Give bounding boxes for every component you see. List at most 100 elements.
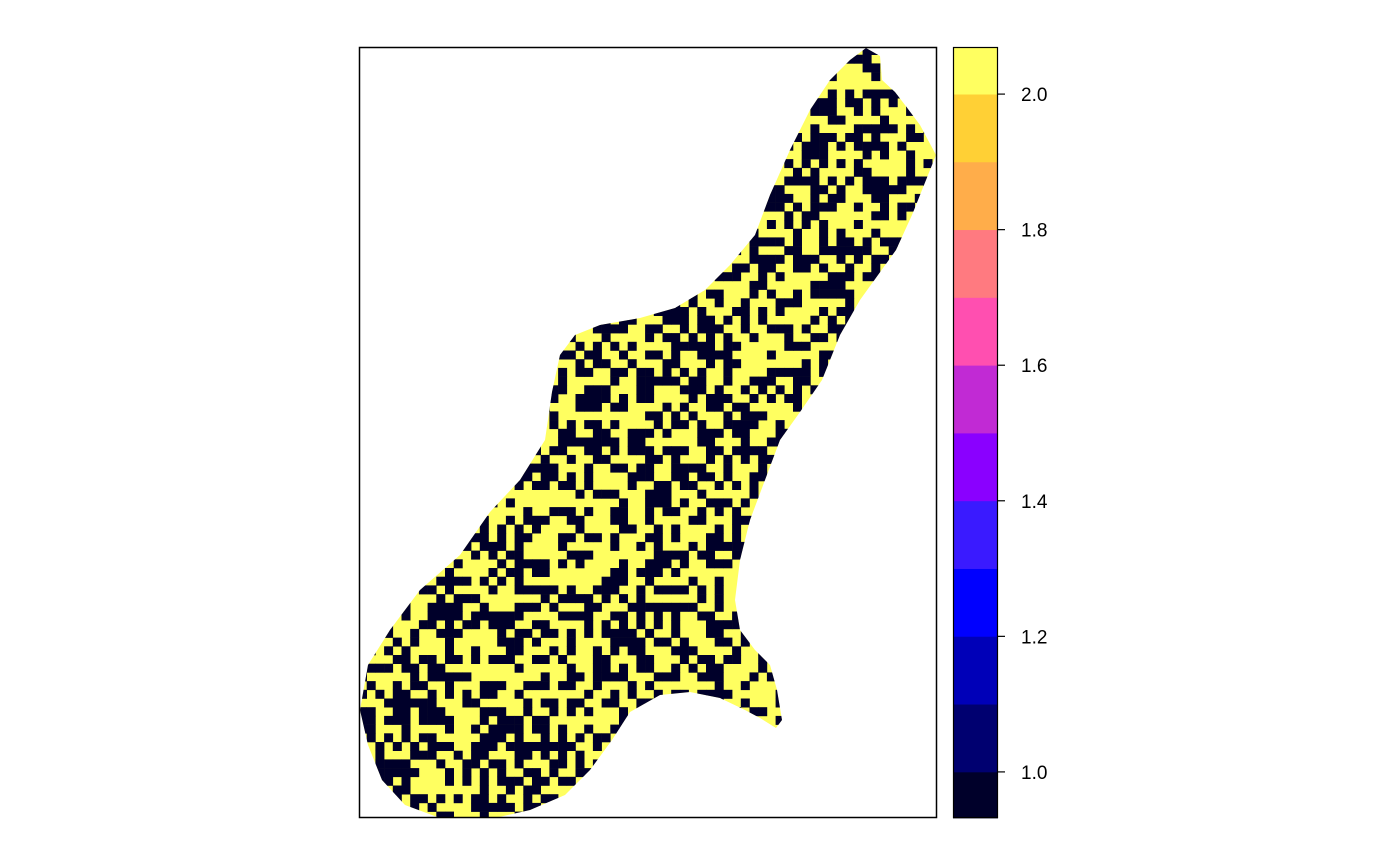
raster-cell	[671, 307, 681, 316]
raster-cell	[532, 446, 541, 456]
raster-cell	[888, 185, 898, 195]
raster-cell	[505, 568, 515, 577]
raster-cell	[436, 672, 446, 682]
raster-cell	[671, 550, 681, 560]
raster-cell	[427, 446, 437, 456]
raster-cell	[540, 237, 550, 247]
raster-cell	[862, 489, 872, 499]
raster-cell	[497, 307, 507, 316]
raster-cell	[758, 54, 768, 64]
raster-cell	[401, 176, 411, 186]
raster-cell	[819, 350, 829, 360]
raster-cell	[714, 637, 724, 647]
raster-cell	[836, 463, 846, 473]
raster-cell	[836, 498, 846, 508]
raster-cell	[427, 489, 437, 499]
raster-cell	[592, 646, 602, 656]
raster-cell	[688, 124, 698, 134]
raster-cell	[897, 333, 907, 343]
raster-cell	[723, 315, 733, 325]
raster-cell	[853, 202, 863, 212]
raster-cell	[758, 150, 768, 160]
raster-cell	[488, 585, 498, 595]
raster-cell	[514, 759, 524, 769]
raster-cell	[601, 576, 611, 586]
raster-cell	[418, 489, 428, 499]
raster-cell	[714, 533, 724, 543]
raster-cell	[810, 785, 820, 795]
raster-cell	[679, 550, 689, 560]
raster-cell	[645, 750, 655, 760]
raster-cell	[436, 254, 446, 264]
raster-cell	[479, 367, 489, 377]
raster-cell	[914, 489, 924, 499]
raster-cell	[392, 715, 402, 725]
raster-cell	[592, 220, 602, 229]
raster-cell	[775, 133, 785, 142]
raster-cell	[575, 594, 585, 604]
raster-cell	[384, 237, 394, 247]
raster-cell	[584, 463, 594, 473]
raster-cell	[732, 228, 742, 238]
raster-cell	[906, 72, 916, 82]
raster-cell	[636, 159, 646, 169]
raster-cell	[532, 802, 541, 812]
raster-cell	[479, 463, 489, 473]
raster-cell	[906, 785, 916, 795]
raster-cell	[375, 437, 385, 447]
raster-cell	[697, 141, 707, 151]
raster-cell	[592, 437, 602, 447]
raster-cell	[836, 533, 846, 543]
raster-cell	[793, 715, 802, 725]
raster-cell	[810, 602, 820, 612]
raster-cell	[523, 628, 533, 638]
raster-cell	[366, 124, 376, 134]
raster-cell	[862, 750, 872, 760]
raster-cell	[897, 620, 907, 630]
raster-cell	[688, 150, 698, 160]
raster-cell	[453, 515, 463, 525]
raster-cell	[906, 507, 916, 517]
raster-cell	[784, 333, 794, 343]
raster-cell	[888, 602, 898, 612]
raster-cell	[662, 237, 672, 247]
raster-cell	[906, 176, 916, 186]
raster-cell	[401, 759, 411, 769]
raster-cell	[566, 646, 576, 656]
raster-cell	[584, 254, 594, 264]
raster-cell	[384, 193, 394, 203]
raster-cell	[462, 280, 472, 290]
raster-cell	[523, 315, 533, 325]
raster-cell	[732, 237, 742, 247]
raster-cell	[384, 289, 394, 299]
raster-cell	[575, 80, 585, 90]
raster-cell	[749, 115, 759, 125]
raster-cell	[810, 141, 820, 151]
raster-cell	[714, 350, 724, 360]
raster-cell	[914, 98, 924, 108]
raster-cell	[601, 672, 611, 682]
raster-cell	[392, 159, 402, 169]
raster-cell	[714, 698, 724, 708]
raster-cell	[410, 750, 420, 760]
raster-cell	[384, 533, 394, 543]
raster-cell	[514, 472, 524, 482]
raster-cell	[514, 550, 524, 560]
raster-cell	[732, 359, 742, 369]
raster-cell	[584, 785, 594, 795]
raster-cell	[706, 689, 715, 699]
raster-cell	[653, 80, 663, 90]
raster-cell	[888, 541, 898, 551]
raster-cell	[810, 63, 820, 73]
raster-cell	[418, 463, 428, 473]
raster-cell	[845, 289, 855, 299]
raster-cell	[410, 628, 420, 638]
raster-cell	[471, 254, 481, 264]
raster-cell	[479, 498, 489, 508]
raster-cell	[366, 785, 376, 795]
raster-cell	[801, 446, 811, 456]
raster-cell	[706, 541, 715, 551]
raster-cell	[914, 133, 924, 142]
raster-cell	[566, 742, 576, 751]
raster-cell	[732, 620, 742, 630]
